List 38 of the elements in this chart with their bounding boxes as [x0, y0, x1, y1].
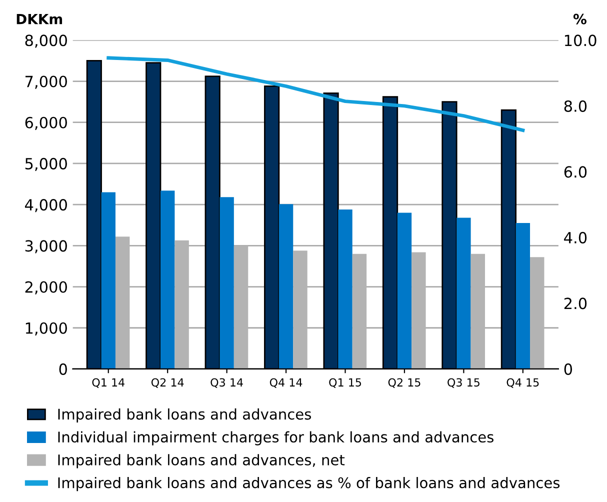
y2-tick-label: 0	[564, 363, 572, 375]
bar	[338, 209, 352, 369]
legend-label: Individual impairment charges for bank loans and advances	[58, 431, 494, 446]
y2-tick-label: 8.0	[564, 100, 587, 112]
x-tick-label: Q1 15	[329, 378, 362, 388]
bar	[160, 190, 175, 369]
y2-tick-label: 10.0	[564, 34, 596, 46]
x-tick-label: Q2 15	[388, 378, 420, 388]
y-tick-label: 5,000	[25, 158, 67, 172]
line-series	[106, 56, 525, 132]
bar	[220, 197, 234, 369]
x-tick-label: Q2 14	[151, 378, 184, 388]
bar	[278, 204, 294, 369]
x-tick-label: Q1 14	[92, 378, 124, 388]
y-tick-label: 7,000	[25, 76, 67, 89]
y2-tick-label: 4.0	[564, 232, 587, 244]
y-tick-label: 2,000	[25, 281, 67, 294]
bar	[456, 218, 471, 369]
legend-label: Impaired bank loans and advances, net	[58, 454, 345, 468]
legend-label: Impaired bank loans and advances	[58, 408, 311, 423]
bar	[516, 223, 530, 369]
y-tick-label: 0	[59, 363, 67, 375]
y2-tick-label: 6.0	[564, 166, 587, 178]
y-tick-label: 3,000	[25, 240, 67, 254]
y-tick-label: 4,000	[24, 199, 67, 212]
x-tick-label: Q4 14	[270, 378, 302, 388]
y-tick-label: 1,000	[26, 322, 67, 336]
y-tick-label: 6,000	[25, 116, 67, 130]
x-tick-label: Q3 15	[448, 378, 480, 388]
x-tick-label: Q3 14	[210, 378, 243, 388]
y-tick-label: 8,000	[25, 34, 67, 48]
y-axis-title: DKKm	[16, 14, 62, 24]
x-tick-label: Q4 15	[506, 378, 539, 388]
y2-axis-title: %	[573, 14, 586, 24]
bar	[101, 192, 116, 369]
bar	[397, 212, 412, 369]
y2-tick-label: 2.0	[564, 298, 587, 310]
legend-label: Impaired bank loans and advances as % of bank loans and advances	[58, 476, 560, 492]
